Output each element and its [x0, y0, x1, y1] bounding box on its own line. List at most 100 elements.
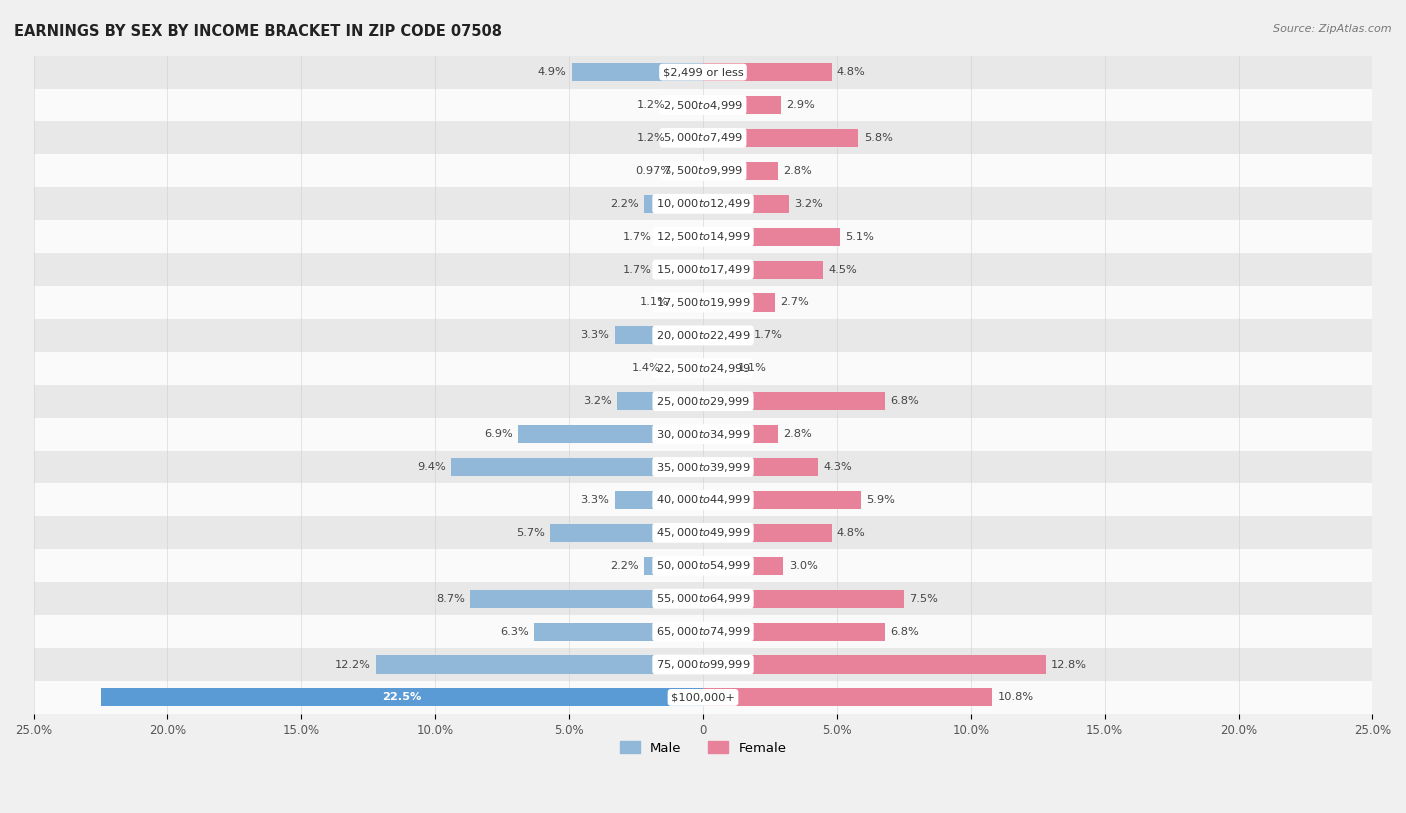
Text: 9.4%: 9.4% — [418, 462, 446, 472]
Bar — [703, 359, 733, 377]
Bar — [671, 96, 703, 114]
Bar — [34, 253, 1372, 286]
Bar — [470, 589, 703, 608]
Text: 2.9%: 2.9% — [786, 100, 814, 110]
Bar — [703, 162, 778, 180]
Text: 10.8%: 10.8% — [997, 693, 1033, 702]
Text: 1.4%: 1.4% — [631, 363, 661, 373]
Text: 7.5%: 7.5% — [910, 593, 938, 604]
Text: 5.9%: 5.9% — [866, 495, 896, 505]
Bar — [34, 681, 1372, 714]
Text: $2,500 to $4,999: $2,500 to $4,999 — [664, 98, 742, 111]
Bar — [534, 623, 703, 641]
Bar — [34, 550, 1372, 582]
Bar — [34, 418, 1372, 450]
Bar — [703, 326, 748, 345]
Text: 1.2%: 1.2% — [637, 133, 665, 143]
Bar — [34, 286, 1372, 319]
Bar — [34, 187, 1372, 220]
Text: $7,500 to $9,999: $7,500 to $9,999 — [664, 164, 742, 177]
Bar — [703, 689, 993, 706]
Text: 3.3%: 3.3% — [581, 330, 609, 341]
Text: $10,000 to $12,499: $10,000 to $12,499 — [655, 198, 751, 211]
Legend: Male, Female: Male, Female — [614, 736, 792, 760]
Bar — [665, 359, 703, 377]
Text: $40,000 to $44,999: $40,000 to $44,999 — [655, 493, 751, 506]
Text: 6.8%: 6.8% — [890, 627, 920, 637]
Bar — [658, 228, 703, 246]
Bar — [34, 615, 1372, 648]
Text: 5.8%: 5.8% — [863, 133, 893, 143]
Bar — [703, 260, 824, 279]
Text: 4.5%: 4.5% — [830, 264, 858, 275]
Bar — [34, 450, 1372, 484]
Bar — [100, 689, 703, 706]
Text: 2.2%: 2.2% — [610, 198, 638, 209]
Text: $15,000 to $17,499: $15,000 to $17,499 — [655, 263, 751, 276]
Bar — [34, 220, 1372, 253]
Text: 1.2%: 1.2% — [637, 100, 665, 110]
Text: 8.7%: 8.7% — [436, 593, 464, 604]
Bar — [703, 129, 858, 147]
Text: $35,000 to $39,999: $35,000 to $39,999 — [655, 460, 751, 473]
Bar — [34, 516, 1372, 550]
Text: $50,000 to $54,999: $50,000 to $54,999 — [655, 559, 751, 572]
Text: $45,000 to $49,999: $45,000 to $49,999 — [655, 526, 751, 539]
Bar — [673, 293, 703, 311]
Text: 3.3%: 3.3% — [581, 495, 609, 505]
Bar — [658, 260, 703, 279]
Text: 3.0%: 3.0% — [789, 561, 817, 571]
Text: 6.9%: 6.9% — [484, 429, 513, 439]
Bar — [703, 293, 775, 311]
Text: 3.2%: 3.2% — [583, 396, 612, 406]
Bar — [34, 385, 1372, 418]
Bar — [703, 491, 860, 509]
Bar — [34, 582, 1372, 615]
Bar — [34, 648, 1372, 681]
Bar — [678, 162, 703, 180]
Text: Source: ZipAtlas.com: Source: ZipAtlas.com — [1274, 24, 1392, 34]
Bar — [703, 557, 783, 575]
Bar — [703, 623, 886, 641]
Bar — [34, 154, 1372, 187]
Bar — [34, 121, 1372, 154]
Text: 6.3%: 6.3% — [501, 627, 529, 637]
Bar — [703, 425, 778, 443]
Text: 1.7%: 1.7% — [623, 232, 652, 241]
Text: 5.7%: 5.7% — [516, 528, 546, 538]
Bar — [614, 326, 703, 345]
Text: 4.8%: 4.8% — [837, 67, 866, 77]
Bar — [703, 458, 818, 476]
Text: $65,000 to $74,999: $65,000 to $74,999 — [655, 625, 751, 638]
Bar — [34, 55, 1372, 89]
Text: 4.9%: 4.9% — [537, 67, 567, 77]
Bar — [550, 524, 703, 542]
Text: 0.97%: 0.97% — [636, 166, 672, 176]
Text: $17,500 to $19,999: $17,500 to $19,999 — [655, 296, 751, 309]
Text: $12,500 to $14,999: $12,500 to $14,999 — [655, 230, 751, 243]
Text: 2.2%: 2.2% — [610, 561, 638, 571]
Text: 3.2%: 3.2% — [794, 198, 823, 209]
Text: 12.2%: 12.2% — [335, 659, 371, 669]
Bar — [34, 352, 1372, 385]
Text: 4.3%: 4.3% — [824, 462, 852, 472]
Text: 2.8%: 2.8% — [783, 166, 813, 176]
Text: EARNINGS BY SEX BY INCOME BRACKET IN ZIP CODE 07508: EARNINGS BY SEX BY INCOME BRACKET IN ZIP… — [14, 24, 502, 39]
Bar — [703, 228, 839, 246]
Text: 22.5%: 22.5% — [382, 693, 422, 702]
Bar — [703, 392, 886, 411]
Bar — [703, 63, 831, 81]
Text: 2.7%: 2.7% — [780, 298, 810, 307]
Bar — [644, 194, 703, 213]
Bar — [451, 458, 703, 476]
Bar — [34, 484, 1372, 516]
Text: $5,000 to $7,499: $5,000 to $7,499 — [664, 132, 742, 145]
Bar — [671, 129, 703, 147]
Bar — [34, 319, 1372, 352]
Bar — [572, 63, 703, 81]
Text: $55,000 to $64,999: $55,000 to $64,999 — [655, 592, 751, 605]
Bar — [614, 491, 703, 509]
Text: 5.1%: 5.1% — [845, 232, 873, 241]
Bar — [703, 655, 1046, 673]
Text: $25,000 to $29,999: $25,000 to $29,999 — [655, 395, 751, 407]
